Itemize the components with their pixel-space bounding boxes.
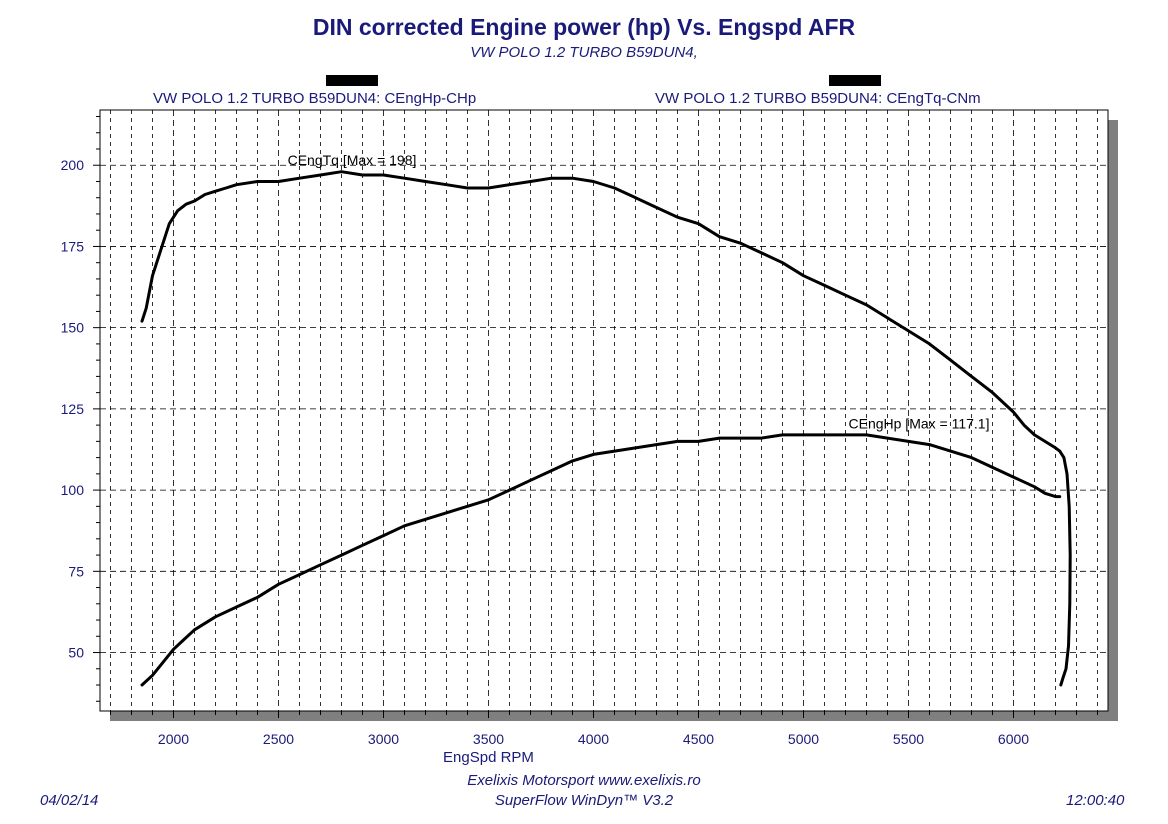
- x-tick-label: 2500: [263, 731, 294, 747]
- y-tick-label: 100: [61, 482, 85, 498]
- axis-labels: 2000 2500 3000 3500 4000 4500 5000 5500 6000 50 75…: [61, 152, 1030, 766]
- footer-company: Exelixis Motorsport www.exelixis.ro: [467, 772, 701, 789]
- x-tick-label: 5500: [893, 731, 924, 747]
- y-tick-label: 75: [68, 563, 84, 579]
- curve-annotation: CEngTq [Max = 198]: [288, 152, 417, 168]
- legend-swatch-tq: [829, 75, 881, 86]
- legend-label-hp: VW POLO 1.2 TURBO B59DUN4: CEngHp-CHp: [153, 90, 477, 107]
- series-line-cengtq: [140, 170, 1062, 453]
- series-line-tail: [1058, 449, 1072, 687]
- legend-label-tq: VW POLO 1.2 TURBO B59DUN4: CEngTq-CNm: [655, 90, 981, 107]
- x-axis-label: EngSpd RPM: [443, 749, 534, 766]
- curve-annotation: CEngHp [Max = 117.1]: [849, 415, 990, 431]
- grid: [100, 110, 1108, 711]
- chart-subtitle: VW POLO 1.2 TURBO B59DUN4,: [470, 44, 698, 61]
- footer-time: 12:00:40: [1066, 792, 1125, 809]
- y-tick-label: 50: [68, 645, 84, 661]
- axis-ticks: [93, 115, 1098, 718]
- legend-swatch-hp: [326, 75, 378, 86]
- y-tick-label: 125: [61, 401, 85, 417]
- x-tick-label: 2000: [158, 731, 189, 747]
- footer-date: 04/02/14: [40, 792, 99, 809]
- x-tick-label: 3500: [473, 731, 504, 747]
- series-line-cenghp: [140, 433, 1062, 687]
- x-tick-label: 3000: [368, 731, 399, 747]
- plot-area: [99, 109, 1109, 712]
- y-tick-label: 200: [61, 157, 85, 173]
- y-tick-label: 175: [61, 238, 85, 254]
- chart-title: DIN corrected Engine power (hp) Vs. Engs…: [312, 14, 856, 40]
- x-tick-label: 6000: [998, 731, 1029, 747]
- x-tick-label: 4000: [578, 731, 609, 747]
- curves: [140, 170, 1072, 687]
- y-tick-label: 150: [61, 320, 85, 336]
- x-tick-label: 4500: [683, 731, 714, 747]
- x-tick-label: 5000: [788, 731, 819, 747]
- footer-software: SuperFlow WinDyn™ V3.2: [494, 792, 674, 809]
